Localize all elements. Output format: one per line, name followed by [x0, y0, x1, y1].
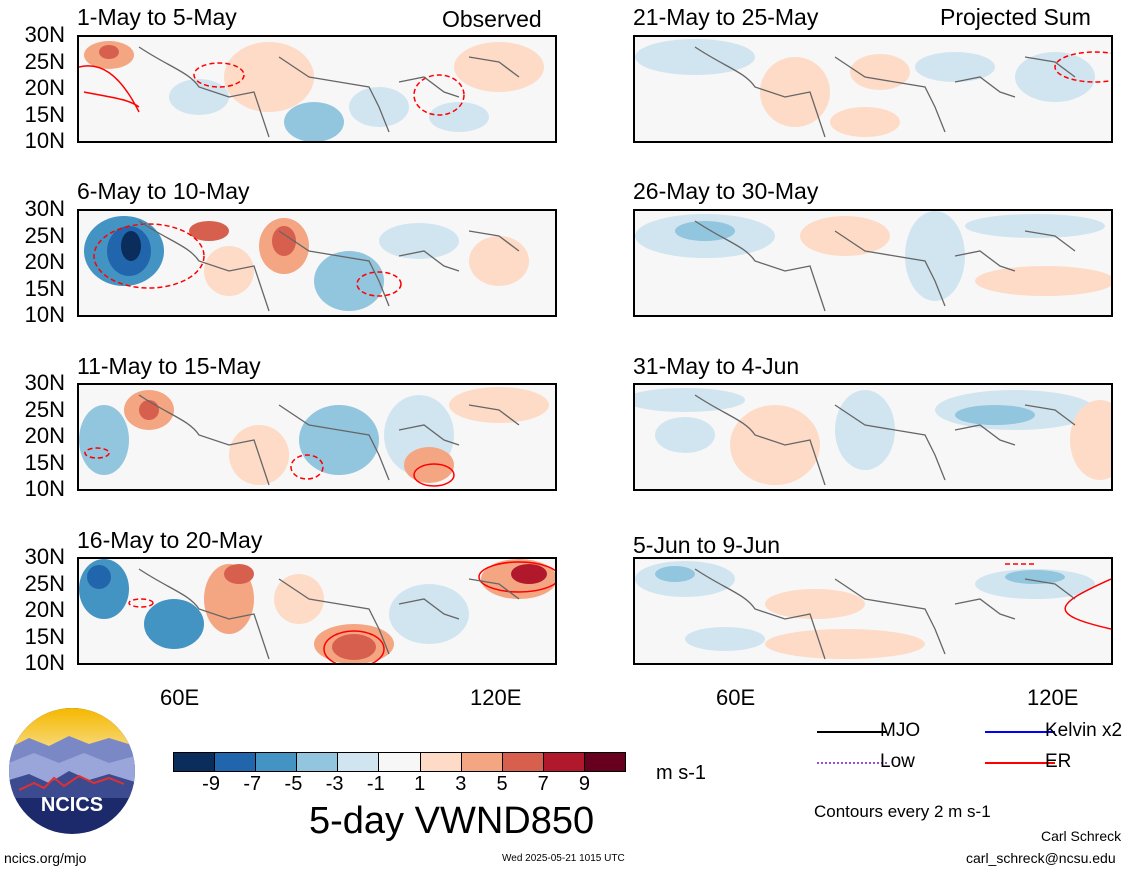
lat-label-20n-panel-4: 20N: [24, 597, 65, 622]
colorbar-tick-label: 1: [414, 773, 426, 795]
map-panel-proj-1: [633, 35, 1113, 143]
colorbar-tick-label: -7: [243, 773, 262, 795]
panel-title-obs-4: 16-May to 20-May: [77, 527, 263, 553]
map-panel-obs-4: [77, 557, 557, 665]
colorbar-swatch: [379, 753, 421, 771]
legend-kelvin-line: [985, 731, 1055, 733]
lat-label-10n-panel-3: 10N: [24, 476, 65, 501]
colorbar-swatch: [543, 753, 585, 771]
colorbar-swatch: [461, 753, 503, 771]
projected-label: Projected Sum: [940, 4, 1091, 30]
legend-er-line: [985, 762, 1055, 764]
author-name: Carl Schreck: [1041, 828, 1122, 844]
lat-label-25n-panel-3: 25N: [24, 396, 65, 422]
lon-label-120e-right: 120E: [1027, 685, 1079, 710]
panel-title-proj-4: 5-Jun to 9-Jun: [633, 532, 781, 558]
colorbar-swatch: [584, 753, 626, 771]
timestamp: Wed 2025-05-21 1015 UTC: [502, 853, 625, 864]
lat-label-10n-panel-1: 10N: [24, 128, 65, 153]
map-panel-obs-1: [77, 35, 557, 143]
lat-label-10n-panel-4: 10N: [24, 650, 65, 675]
colorbar-units: m s-1: [656, 762, 706, 784]
colorbar-tick-label: -1: [366, 773, 385, 795]
colorbar-swatch: [338, 753, 380, 771]
lat-label-15n-panel-2: 15N: [24, 275, 65, 301]
legend-low-label: Low: [880, 751, 915, 772]
colorbar-swatch: [297, 753, 339, 771]
lat-label-25n-panel-4: 25N: [24, 570, 65, 596]
colorbar-swatch: [420, 753, 462, 771]
map-panel-proj-2: [633, 209, 1113, 317]
legend-mjo-label: MJO: [880, 720, 921, 741]
lat-label-25n-panel-2: 25N: [24, 222, 65, 248]
lat-label-20n-panel-1: 20N: [24, 75, 65, 100]
site-link[interactable]: ncics.org/mjo: [4, 850, 87, 866]
map-panel-proj-3: [633, 383, 1113, 491]
lat-label-10n-panel-2: 10N: [24, 302, 65, 327]
main-title: 5-day VWND850: [309, 800, 595, 842]
ncics-logo: NCICS: [9, 708, 135, 834]
panel-title-obs-3: 11-May to 15-May: [77, 353, 261, 379]
lat-label-30n-panel-1: 30N: [24, 22, 65, 47]
legend-low-line: [817, 762, 887, 764]
observed-label: Observed: [442, 6, 542, 32]
lon-label-60e-right: 60E: [716, 685, 756, 710]
colorbar-tick-label: 7: [537, 773, 549, 795]
contours-note: Contours every 2 m s-1: [814, 802, 991, 821]
panel-title-proj-3: 31-May to 4-Jun: [633, 353, 800, 379]
colorbar-tick-label: 3: [455, 773, 467, 795]
colorbar: [173, 752, 626, 772]
colorbar-swatch: [502, 753, 544, 771]
legend-mjo-line: [817, 731, 887, 733]
panel-title-proj-2: 26-May to 30-May: [633, 178, 819, 204]
lat-label-20n-panel-3: 20N: [24, 423, 65, 448]
lon-label-60e-left: 60E: [160, 685, 200, 710]
lon-label-120e-left: 120E: [470, 685, 522, 710]
lat-label-25n-panel-1: 25N: [24, 48, 65, 74]
lat-label-30n-panel-4: 30N: [24, 544, 65, 569]
lat-label-30n-panel-3: 30N: [24, 370, 65, 395]
colorbar-swatch: [256, 753, 298, 771]
lat-label-15n-panel-1: 15N: [24, 101, 65, 127]
colorbar-tick-label: -5: [284, 773, 303, 795]
legend-er-label: ER: [1045, 751, 1072, 772]
panel-title-obs-1: 1-May to 5-May: [77, 4, 237, 30]
lat-label-15n-panel-3: 15N: [24, 449, 65, 475]
colorbar-tick-label: 9: [578, 773, 590, 795]
lat-label-20n-panel-2: 20N: [24, 249, 65, 274]
colorbar-tick-label: -3: [325, 773, 344, 795]
logo-text: NCICS: [41, 794, 103, 816]
panel-title-proj-1: 21-May to 25-May: [633, 4, 819, 30]
colorbar-tick-label: 5: [496, 773, 508, 795]
colorbar-tick-label: -9: [202, 773, 220, 795]
legend-kelvin-label: Kelvin x2: [1045, 720, 1123, 741]
author-email[interactable]: carl_schreck@ncsu.edu: [966, 850, 1116, 866]
lat-label-30n-panel-2: 30N: [24, 196, 65, 221]
colorbar-swatch: [174, 753, 216, 771]
colorbar-swatch: [215, 753, 257, 771]
map-panel-proj-4: [633, 557, 1113, 665]
lat-label-15n-panel-4: 15N: [24, 623, 65, 649]
map-panel-obs-2: [77, 209, 557, 317]
map-panel-obs-3: [77, 383, 557, 491]
panel-title-obs-2: 6-May to 10-May: [77, 178, 250, 204]
